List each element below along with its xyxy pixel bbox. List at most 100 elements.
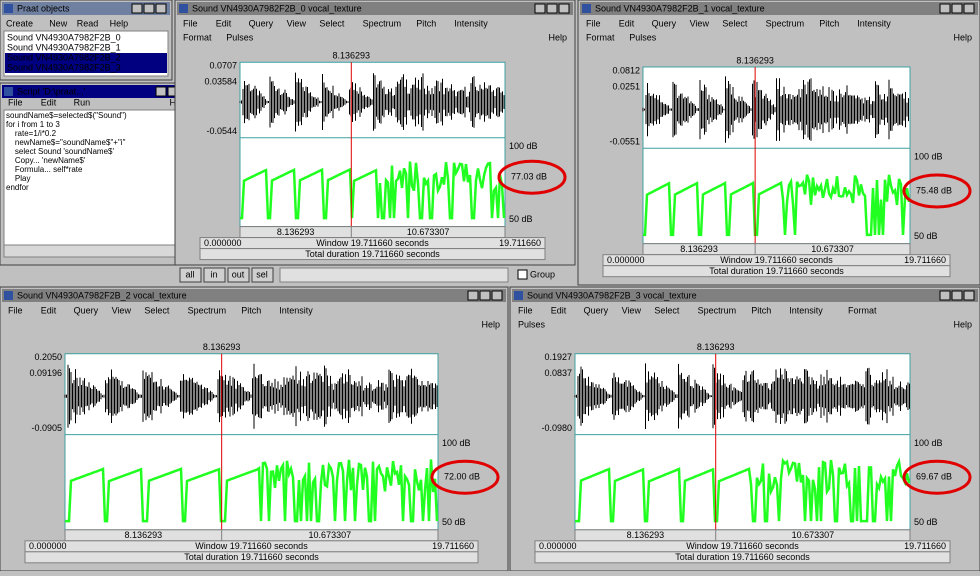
menu-item[interactable]: Intensity bbox=[454, 18, 488, 28]
time-right[interactable]: 10.673307 bbox=[792, 530, 835, 540]
zoom-button-label[interactable]: all bbox=[185, 269, 194, 279]
menu-item[interactable]: Pitch bbox=[241, 305, 261, 315]
time-right[interactable]: 10.673307 bbox=[309, 530, 352, 540]
menu-item[interactable]: Pitch bbox=[751, 305, 771, 315]
minimize-button[interactable] bbox=[467, 290, 479, 301]
window-end[interactable]: 19.711660 bbox=[432, 541, 474, 551]
menu-item[interactable]: File bbox=[518, 305, 533, 315]
menu-item[interactable]: Help bbox=[953, 32, 972, 42]
group-checkbox[interactable] bbox=[517, 269, 528, 280]
menu-item[interactable]: Create bbox=[6, 18, 33, 28]
minimize-button[interactable] bbox=[155, 86, 167, 97]
menu-item[interactable]: Pitch bbox=[416, 18, 436, 28]
time-right[interactable]: 10.673307 bbox=[407, 227, 450, 237]
menu-item[interactable]: Read bbox=[77, 18, 99, 28]
close-button[interactable] bbox=[963, 3, 975, 14]
menu-item[interactable]: Spectrum bbox=[766, 18, 805, 28]
object-item[interactable]: Sound VN4930A7982F2B_0 bbox=[7, 32, 121, 42]
menu-item[interactable]: Intensity bbox=[857, 18, 891, 28]
menu-item[interactable]: Query bbox=[652, 18, 677, 28]
window-start[interactable]: 0.000000 bbox=[607, 255, 645, 265]
object-item[interactable]: Sound VN4930A7982F2B_2 bbox=[7, 52, 121, 62]
object-item[interactable]: Sound VN4930A7982F2B_1 bbox=[7, 42, 121, 52]
menu-item[interactable]: Run bbox=[74, 97, 91, 107]
menu-item[interactable]: Format bbox=[183, 32, 212, 42]
close-button[interactable] bbox=[558, 3, 570, 14]
menu-item[interactable]: Edit bbox=[216, 18, 232, 28]
menu-item[interactable]: Help bbox=[548, 32, 567, 42]
menu-item[interactable]: View bbox=[287, 18, 307, 28]
group-label[interactable]: Group bbox=[530, 269, 555, 279]
menu-item[interactable]: Spectrum bbox=[188, 305, 227, 315]
window-start[interactable]: 0.000000 bbox=[204, 238, 242, 248]
window-start[interactable]: 0.000000 bbox=[539, 541, 577, 551]
close-button[interactable] bbox=[155, 3, 167, 14]
menu-item[interactable]: Select bbox=[722, 18, 748, 28]
zoom-button[interactable] bbox=[203, 267, 226, 283]
time-left[interactable]: 8.136293 bbox=[627, 530, 665, 540]
menu-item[interactable]: Spectrum bbox=[698, 305, 737, 315]
menu-item[interactable]: Pulses bbox=[629, 32, 657, 42]
window-end[interactable]: 19.711660 bbox=[499, 238, 541, 248]
maximize-button[interactable] bbox=[546, 3, 558, 14]
menu-item[interactable]: File bbox=[183, 18, 198, 28]
window-end[interactable]: 19.711660 bbox=[904, 255, 946, 265]
menu-item[interactable]: Query bbox=[584, 305, 609, 315]
menu-item[interactable]: Edit bbox=[41, 97, 57, 107]
maximize-button[interactable] bbox=[951, 3, 963, 14]
minimize-button[interactable] bbox=[939, 3, 951, 14]
menu-item[interactable]: Select bbox=[144, 305, 170, 315]
menu-item[interactable]: Select bbox=[319, 18, 345, 28]
menu-item[interactable]: Intensity bbox=[279, 305, 313, 315]
menu-item[interactable]: File bbox=[586, 18, 601, 28]
menu-item[interactable]: File bbox=[8, 305, 23, 315]
total-duration[interactable]: Total duration 19.711660 seconds bbox=[184, 552, 319, 562]
menu-item[interactable]: Help bbox=[481, 319, 500, 329]
window-length[interactable]: Window 19.711660 seconds bbox=[195, 541, 308, 551]
zoom-button[interactable] bbox=[179, 267, 202, 283]
window-start[interactable]: 0.000000 bbox=[29, 541, 67, 551]
close-button[interactable] bbox=[963, 290, 975, 301]
menu-item[interactable]: Edit bbox=[619, 18, 635, 28]
window-length[interactable]: Window 19.711660 seconds bbox=[686, 541, 799, 551]
menu-item[interactable]: View bbox=[622, 305, 642, 315]
object-item[interactable]: Sound VN4930A7982F2B_3 bbox=[7, 62, 121, 72]
minimize-button[interactable] bbox=[131, 3, 143, 14]
time-left[interactable]: 8.136293 bbox=[277, 227, 315, 237]
close-button[interactable] bbox=[491, 290, 503, 301]
maximize-button[interactable] bbox=[143, 3, 155, 14]
time-right[interactable]: 10.673307 bbox=[811, 244, 854, 254]
maximize-button[interactable] bbox=[479, 290, 491, 301]
time-left[interactable]: 8.136293 bbox=[680, 244, 718, 254]
total-duration[interactable]: Total duration 19.711660 seconds bbox=[675, 552, 810, 562]
zoom-button-label[interactable]: sel bbox=[256, 269, 268, 279]
menu-item[interactable]: New bbox=[49, 18, 68, 28]
menu-item[interactable]: View bbox=[690, 18, 710, 28]
menu-item[interactable]: Select bbox=[654, 305, 680, 315]
menu-item[interactable]: Edit bbox=[551, 305, 567, 315]
window-length[interactable]: Window 19.711660 seconds bbox=[720, 255, 833, 265]
menu-item[interactable]: View bbox=[112, 305, 132, 315]
total-duration[interactable]: Total duration 19.711660 seconds bbox=[305, 249, 440, 259]
menu-item[interactable]: File bbox=[8, 97, 23, 107]
menu-item[interactable]: Spectrum bbox=[363, 18, 402, 28]
menu-item[interactable]: Query bbox=[249, 18, 274, 28]
menu-item[interactable]: Query bbox=[74, 305, 99, 315]
menu-item[interactable]: Format bbox=[848, 305, 877, 315]
menu-item[interactable]: Pulses bbox=[518, 319, 546, 329]
zoom-button-label[interactable]: out bbox=[232, 269, 245, 279]
maximize-button[interactable] bbox=[951, 290, 963, 301]
menu-item[interactable]: Intensity bbox=[789, 305, 823, 315]
menu-item[interactable]: Pulses bbox=[226, 32, 254, 42]
time-left[interactable]: 8.136293 bbox=[125, 530, 163, 540]
window-end[interactable]: 19.711660 bbox=[904, 541, 946, 551]
zoom-button-label[interactable]: in bbox=[210, 269, 217, 279]
menu-item[interactable]: Pitch bbox=[819, 18, 839, 28]
zoom-button[interactable] bbox=[227, 267, 250, 283]
minimize-button[interactable] bbox=[534, 3, 546, 14]
menu-item[interactable]: Format bbox=[586, 32, 615, 42]
window-length[interactable]: Window 19.711660 seconds bbox=[316, 238, 429, 248]
menu-item[interactable]: Help bbox=[953, 319, 972, 329]
zoom-button[interactable] bbox=[251, 267, 274, 283]
total-duration[interactable]: Total duration 19.711660 seconds bbox=[709, 266, 844, 276]
